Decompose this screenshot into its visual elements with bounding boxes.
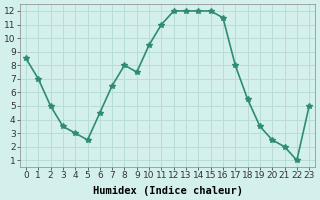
X-axis label: Humidex (Indice chaleur): Humidex (Indice chaleur) [92,186,243,196]
